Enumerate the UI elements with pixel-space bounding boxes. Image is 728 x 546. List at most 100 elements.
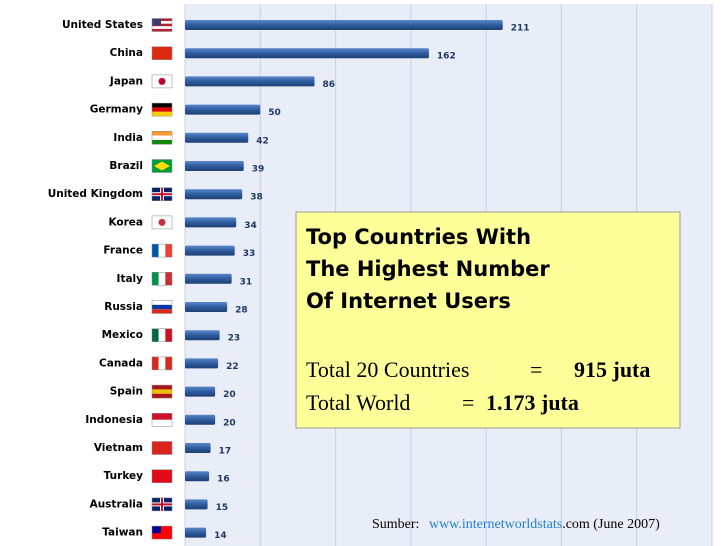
- value-label: 211: [511, 24, 530, 34]
- flag-border: [151, 102, 173, 117]
- value-label: 42: [256, 136, 269, 146]
- bar: [185, 302, 228, 312]
- category-label: Turkey: [104, 470, 143, 482]
- flag-part: [152, 441, 172, 455]
- bar: [185, 161, 244, 171]
- category-label: United States: [62, 19, 143, 31]
- flag-part: [152, 469, 172, 483]
- category-label: China: [110, 47, 143, 59]
- flag-part: [152, 389, 172, 394]
- value-label: 39: [252, 165, 265, 175]
- box-title: Top Countries With: [306, 225, 531, 249]
- flag: [151, 384, 173, 399]
- flag-border: [151, 441, 173, 455]
- category-label: Italy: [117, 273, 144, 285]
- flag: [151, 272, 173, 286]
- flag: [151, 441, 173, 455]
- box-title: The Highest Number: [306, 257, 550, 281]
- flag-border: [151, 272, 173, 286]
- flag-part: [154, 161, 170, 171]
- flag-part: [152, 356, 159, 370]
- category-label: Vietnam: [94, 442, 143, 454]
- value-label: 162: [437, 52, 456, 62]
- flag: [151, 159, 173, 173]
- flag: [151, 102, 173, 117]
- category-label: Taiwan: [102, 527, 143, 539]
- flag-part: [152, 103, 172, 108]
- flag-border: [151, 215, 173, 230]
- bar: [185, 245, 235, 256]
- flag-border: [151, 18, 173, 32]
- bar: [185, 386, 216, 397]
- category-label: Canada: [99, 357, 143, 369]
- bar: [185, 217, 237, 228]
- total-value: 915 juta: [574, 357, 650, 382]
- bar: [185, 48, 429, 59]
- category-label: India: [113, 132, 143, 144]
- bar: [185, 471, 210, 482]
- category-label: Japan: [109, 75, 143, 87]
- source-suffix: .com (June 2007): [562, 517, 660, 532]
- value-label: 16: [217, 475, 230, 485]
- flag: [151, 243, 173, 258]
- flag-part: [152, 23, 172, 27]
- flag: [151, 215, 173, 230]
- flag-part: [152, 526, 161, 534]
- flag-part: [152, 244, 159, 258]
- value-label: 50: [268, 108, 281, 118]
- flag-part: [152, 419, 172, 427]
- value-label: 28: [235, 306, 248, 316]
- flag-border: [151, 413, 173, 427]
- flag-part: [152, 111, 172, 117]
- flag-part: [152, 193, 172, 196]
- flag-border: [151, 356, 173, 371]
- flag-border: [151, 243, 173, 258]
- source: Sumber: www.internetworldstats.com (June…: [372, 517, 660, 532]
- value-label: 17: [219, 447, 232, 457]
- flag-part: [165, 244, 172, 258]
- source-prefix: Sumber:: [372, 517, 419, 532]
- flag: [151, 413, 173, 427]
- flag-border: [151, 74, 173, 89]
- bar: [185, 527, 207, 538]
- bar: [185, 273, 232, 284]
- flag-part: [158, 328, 166, 342]
- flag-part: [165, 356, 172, 370]
- value-label: 31: [240, 277, 253, 287]
- box-title: Of Internet Users: [306, 289, 511, 313]
- value-label: 38: [250, 193, 263, 203]
- category-label: Spain: [110, 386, 143, 398]
- flag-part: [152, 309, 172, 314]
- flag-part: [158, 356, 166, 370]
- flag-part: [165, 272, 172, 286]
- flag-part: [158, 272, 166, 286]
- flag-part: [152, 300, 172, 305]
- bar: [185, 132, 249, 143]
- flag-part: [152, 328, 159, 342]
- flag-part: [152, 272, 159, 286]
- flag-border: [151, 469, 173, 483]
- summary-box: Top Countries With The Highest Number Of…: [295, 211, 681, 429]
- flag-border: [151, 187, 173, 201]
- flag-part: [152, 304, 172, 310]
- equals: =: [462, 390, 474, 415]
- flag-border: [151, 525, 173, 540]
- category-label: Korea: [108, 216, 143, 228]
- flag: [151, 18, 173, 32]
- category-label: Russia: [104, 301, 143, 313]
- flag: [151, 356, 173, 371]
- source-link: www.internetworldstats: [429, 517, 562, 532]
- total-label: Total 20 Countries: [306, 357, 469, 382]
- flag-border: [151, 159, 173, 173]
- flag-border: [151, 384, 173, 399]
- flag-border: [151, 300, 173, 314]
- flag-part: [152, 28, 172, 32]
- flag-part: [165, 328, 172, 342]
- value-label: 14: [214, 531, 227, 541]
- flag-part: [152, 18, 161, 26]
- category-label: Indonesia: [85, 414, 143, 426]
- value-label: 34: [244, 221, 257, 231]
- flag-part: [152, 139, 172, 145]
- flag: [151, 74, 173, 89]
